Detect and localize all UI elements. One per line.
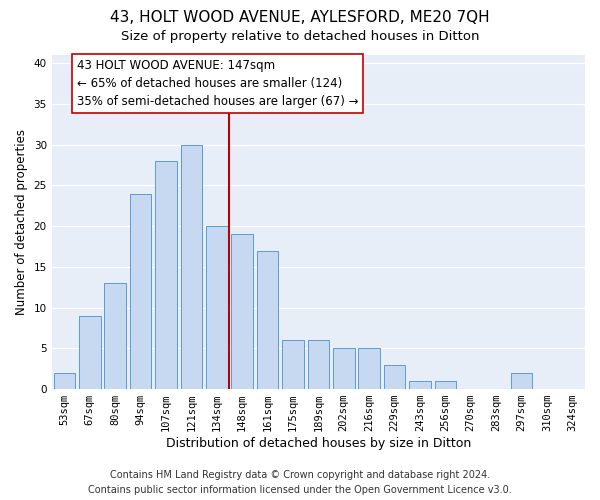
Text: Size of property relative to detached houses in Ditton: Size of property relative to detached ho… [121, 30, 479, 43]
Bar [232, 234, 253, 389]
Text: Contains HM Land Registry data © Crown copyright and database right 2024.
Contai: Contains HM Land Registry data © Crown c… [88, 470, 512, 495]
Text: 43 HOLT WOOD AVENUE: 147sqm
← 65% of detached houses are smaller (124)
35% of se: 43 HOLT WOOD AVENUE: 147sqm ← 65% of det… [77, 59, 359, 108]
Bar [282, 340, 304, 389]
Bar [333, 348, 355, 389]
Bar [308, 340, 329, 389]
Bar [53, 373, 75, 389]
Bar [358, 348, 380, 389]
Text: 43, HOLT WOOD AVENUE, AYLESFORD, ME20 7QH: 43, HOLT WOOD AVENUE, AYLESFORD, ME20 7Q… [110, 10, 490, 25]
Y-axis label: Number of detached properties: Number of detached properties [15, 129, 28, 315]
Bar [257, 250, 278, 389]
Bar [206, 226, 227, 389]
Bar [79, 316, 101, 389]
Bar [181, 144, 202, 389]
Bar [130, 194, 151, 389]
Bar [155, 161, 177, 389]
Bar [409, 381, 431, 389]
Bar [511, 373, 532, 389]
Bar [104, 283, 126, 389]
Bar [434, 381, 456, 389]
X-axis label: Distribution of detached houses by size in Ditton: Distribution of detached houses by size … [166, 437, 471, 450]
Bar [384, 364, 406, 389]
